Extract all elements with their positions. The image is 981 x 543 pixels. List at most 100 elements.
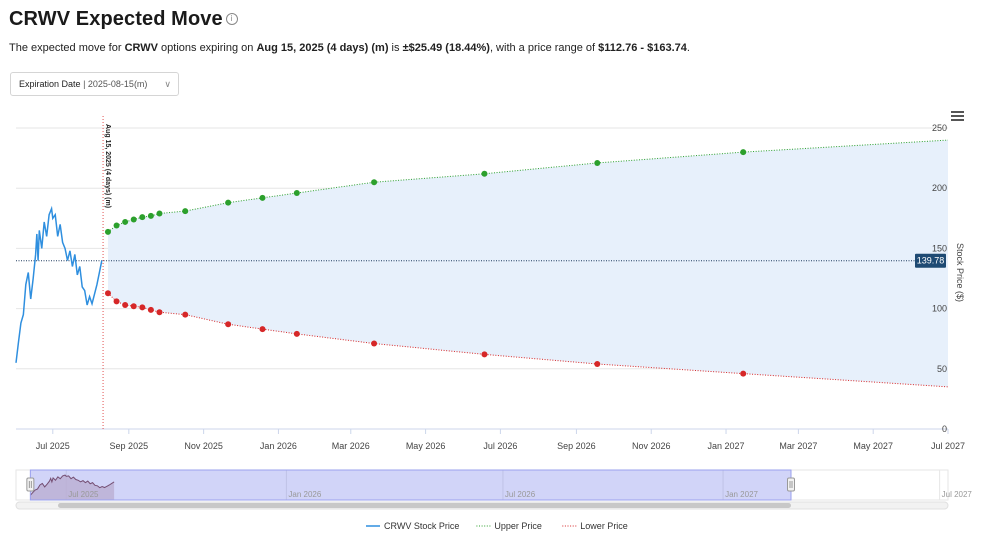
navigator-line xyxy=(29,474,115,496)
expiration-label: Expiration Date xyxy=(19,79,81,89)
lower-price-point xyxy=(293,330,300,337)
upper-price-point xyxy=(130,216,137,223)
current-price-line-group: 139.78 xyxy=(16,253,946,268)
x-tick-label: Mar 2027 xyxy=(779,441,817,451)
x-tick-label: Mar 2026 xyxy=(332,441,370,451)
lower-price-point xyxy=(147,306,154,313)
navigator-label: Jan 2026 xyxy=(288,490,321,499)
y-axis: 0 50 100 150 200 250 xyxy=(932,123,947,434)
chart-legend: CRWV Stock Price Upper Price Lower Price xyxy=(366,521,628,531)
expected-move-band xyxy=(107,140,948,387)
lower-price-point xyxy=(122,302,129,309)
current-price-label: 139.78 xyxy=(917,256,945,266)
summary-expiry: Aug 15, 2025 (4 days) (m) xyxy=(256,42,389,54)
upper-price-point xyxy=(122,218,129,225)
navigator-label: Jul 2025 xyxy=(68,490,99,499)
upper-price-point xyxy=(371,179,378,186)
page-title-text: CRWV Expected Move xyxy=(9,8,223,30)
y-tick-label: 150 xyxy=(932,243,947,253)
upper-price-point xyxy=(259,194,266,201)
summary-text-3: is xyxy=(388,42,403,54)
lower-price-point xyxy=(740,370,747,377)
x-axis: Jul 2025 Sep 2025 Nov 2025 Jan 2026 Mar 2026… xyxy=(36,429,965,451)
handle-body xyxy=(787,477,795,492)
x-tick-label: Jul 2027 xyxy=(931,441,965,451)
x-tick-label: Jul 2025 xyxy=(36,441,70,451)
lower-price-point xyxy=(259,326,266,333)
summary-text-4: , with a price range of xyxy=(489,42,599,54)
lower-price-point xyxy=(481,351,488,358)
summary-text-2: options expiring on xyxy=(157,42,257,54)
navigator-label: Jan 2027 xyxy=(725,490,758,499)
navigator-label: Jul 2027 xyxy=(942,490,973,499)
upper-price-point xyxy=(481,170,488,177)
upper-price-point xyxy=(147,212,154,219)
navigator-labels: Jul 2025 Jan 2026 Jul 2026 Jan 2027 Jul 2027 xyxy=(68,490,972,499)
y-tick-label: 50 xyxy=(937,364,947,374)
scrollbar[interactable] xyxy=(15,501,949,510)
x-tick-label: Nov 2025 xyxy=(184,441,223,451)
summary-text-5: . xyxy=(686,42,690,54)
legend-item-label: Lower Price xyxy=(580,521,628,531)
legend-item-label: Upper Price xyxy=(494,521,542,531)
y-tick-label: 250 xyxy=(932,123,947,133)
lower-price-point xyxy=(104,290,111,297)
summary-move: ±$25.49 (18.44%) xyxy=(402,42,490,54)
series-line-upper xyxy=(107,139,949,233)
x-tick-label: Sep 2025 xyxy=(110,441,149,451)
lower-price-point xyxy=(113,298,120,305)
lower-price-point xyxy=(182,311,189,318)
series-line-lower xyxy=(107,292,949,388)
upper-price-point xyxy=(182,208,189,215)
x-tick-label: Jan 2027 xyxy=(708,441,745,451)
y-tick-label: 0 xyxy=(942,424,947,434)
lower-price-point xyxy=(139,304,146,311)
series-layer xyxy=(15,139,949,388)
chevron-down-icon: ∨ xyxy=(164,79,171,89)
upper-price-point xyxy=(740,149,747,156)
upper-price-point xyxy=(156,210,163,217)
upper-price-point xyxy=(225,199,232,206)
upper-price-point xyxy=(104,228,111,235)
lower-price-point xyxy=(225,321,232,328)
y-tick-label: 200 xyxy=(932,183,947,193)
hamburger-menu-icon[interactable] xyxy=(951,111,964,121)
upper-price-point xyxy=(594,159,601,166)
lower-price-point xyxy=(156,309,163,316)
info-circle-icon[interactable]: i xyxy=(225,13,238,25)
navigator-handle-left[interactable] xyxy=(26,477,35,492)
y-tick-label: 100 xyxy=(932,304,947,314)
series-line-stock xyxy=(15,205,103,363)
page-title: CRWV Expected Move i xyxy=(9,8,238,31)
lower-price-point xyxy=(594,360,601,367)
x-tick-label: Jan 2026 xyxy=(260,441,297,451)
navigator-selection[interactable] xyxy=(29,469,792,501)
expiration-value: | 2025-08-15(m) xyxy=(83,79,148,89)
navigator-label: Jul 2026 xyxy=(505,490,536,499)
lower-price-point xyxy=(371,340,378,347)
current-price-badge xyxy=(915,253,946,268)
x-tick-label: Nov 2026 xyxy=(632,441,671,451)
summary-range: $112.76 - $163.74 xyxy=(598,42,687,54)
x-tick-label: Sep 2026 xyxy=(557,441,596,451)
legend-item-label: CRWV Stock Price xyxy=(384,521,459,531)
navigator[interactable]: Jul 2025 Jan 2026 Jul 2026 Jan 2027 Jul 2027 xyxy=(15,469,972,501)
expiry-marker-label: Aug 15, 2025 (4 days) (m) xyxy=(104,124,111,208)
x-tick-label: May 2026 xyxy=(406,441,446,451)
upper-price-point xyxy=(139,214,146,221)
expiry-marker: Aug 15, 2025 (4 days) (m) xyxy=(102,116,111,429)
summary-ticker: CRWV xyxy=(124,42,158,54)
upper-price-point xyxy=(113,222,120,229)
upper-price-point xyxy=(293,190,300,197)
scrollbar-thumb[interactable] xyxy=(58,503,791,508)
navigator-handle-right[interactable] xyxy=(787,477,795,492)
handle-body xyxy=(26,477,35,492)
x-tick-label: Jul 2026 xyxy=(483,441,517,451)
x-tick-label: May 2027 xyxy=(853,441,893,451)
y-axis-label: Stock Price ($) xyxy=(955,243,965,302)
expiration-date-select[interactable]: Expiration Date | 2025-08-15(m) ∨ xyxy=(10,72,179,96)
summary-text-1: The expected move for xyxy=(9,42,125,54)
expected-move-summary: The expected move for CRWV options expir… xyxy=(9,42,690,54)
lower-price-point xyxy=(130,303,137,310)
